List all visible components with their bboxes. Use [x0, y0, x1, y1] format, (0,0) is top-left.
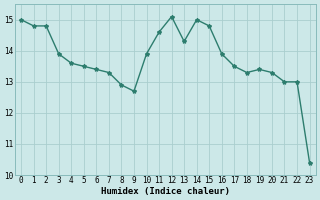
X-axis label: Humidex (Indice chaleur): Humidex (Indice chaleur): [101, 187, 230, 196]
